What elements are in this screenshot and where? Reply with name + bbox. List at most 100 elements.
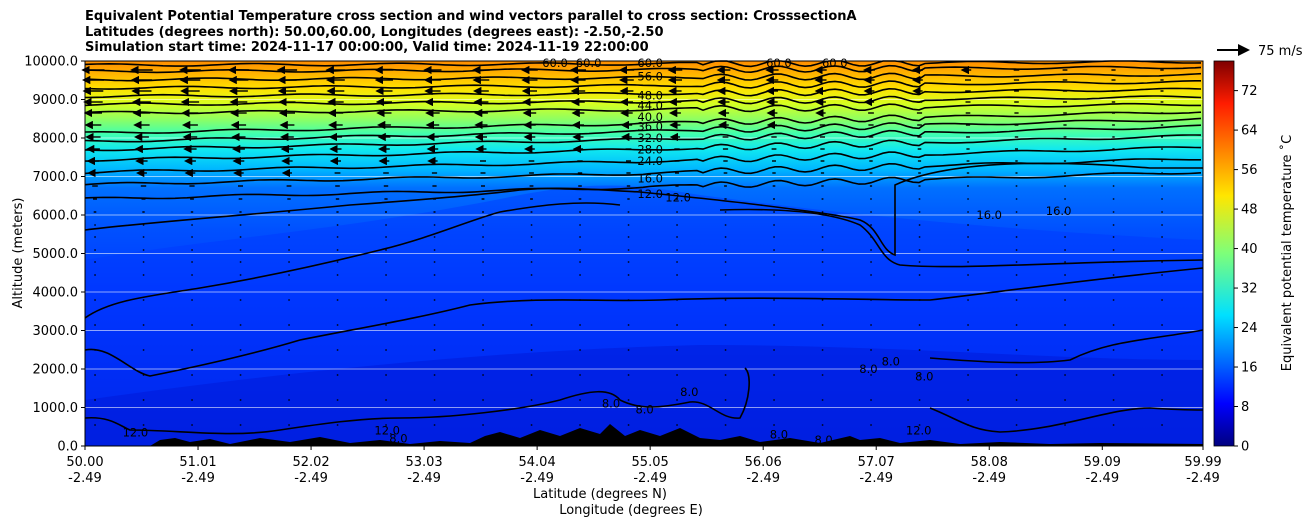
- colorbar-tick-label: 64: [1241, 124, 1258, 139]
- contour-lines: [84, 60, 1204, 435]
- contour-line: [84, 102, 1201, 115]
- contour-line: [84, 95, 1202, 107]
- y-tick-label: 10000.0: [24, 55, 78, 70]
- x-axis-label-1: Latitude (degrees N): [533, 487, 667, 502]
- x-tick-label-lat: 57.07: [858, 455, 895, 470]
- contour-label: 12.0: [123, 426, 149, 440]
- contour-label: 48.0: [637, 89, 663, 103]
- contour-label: 8.0: [915, 370, 933, 384]
- colorbar-tick-label: 24: [1241, 321, 1258, 336]
- contour-label: 8.0: [882, 354, 900, 368]
- colorbar-tick-label: 48: [1241, 203, 1258, 218]
- colorbar-tick-label: 0: [1241, 440, 1249, 455]
- wind-vectors: [81, 65, 1164, 426]
- colorbar-label: Equivalent potential temperature ˚C: [1279, 135, 1295, 371]
- x-tick-label-lat: 51.01: [179, 455, 216, 470]
- x-tick-label-lon: -2.49: [181, 471, 215, 486]
- title-line-2: Latitudes (degrees north): 50.00,60.00, …: [85, 24, 664, 40]
- contour-line: [84, 267, 1204, 377]
- x-axis: 50.00-2.4951.01-2.4952.02-2.4953.03-2.49…: [66, 446, 1222, 486]
- y-tick-label: 4000.0: [33, 286, 79, 301]
- contour-line: [84, 172, 1202, 200]
- contour-line: [84, 162, 1203, 257]
- contour-labels: 60.0 60.0 60.0 60.0 60.056.048.044.040.036.0…: [123, 56, 1072, 447]
- contour-line: [84, 60, 1202, 68]
- contour-label: 8.0: [635, 402, 653, 416]
- contour-label: 16.0: [637, 171, 663, 185]
- y-tick-label: 9000.0: [33, 93, 79, 108]
- colorbar-tick-label: 72: [1241, 84, 1258, 99]
- contour-line: [84, 111, 1202, 134]
- contour-label: 8.0: [602, 397, 620, 411]
- contour-line: [85, 64, 1202, 74]
- x-tick-label-lat: 58.08: [971, 455, 1008, 470]
- contour-label: 60.0: [766, 56, 792, 70]
- contour-line: [84, 124, 1202, 152]
- y-tick-label: 8000.0: [33, 132, 79, 147]
- contour-line: [84, 202, 621, 319]
- contour-line: [719, 208, 1204, 268]
- gridlines: [85, 99, 1203, 408]
- x-tick-label-lon: -2.49: [407, 471, 441, 486]
- x-tick-label-lon: -2.49: [1186, 471, 1220, 486]
- contour-line: [84, 72, 1202, 82]
- title-line-1: Equivalent Potential Temperature cross s…: [85, 9, 857, 24]
- x-tick-label-lat: 55.05: [632, 455, 669, 470]
- x-tick-label-lat: 50.00: [66, 455, 103, 470]
- contour-label: 28.0: [637, 143, 663, 157]
- y-axis: 0.0 1000.0 2000.0 3000.0 4000.0 5000.0 6000.0 7…: [24, 55, 85, 455]
- contour-label: 8.0: [389, 431, 407, 445]
- x-axis-label-2: Longitude (degrees E): [559, 503, 703, 518]
- x-tick-label-lon: -2.49: [746, 471, 780, 486]
- x-tick-label-lon: -2.49: [633, 471, 667, 486]
- y-tick-label: 7000.0: [33, 170, 79, 185]
- x-tick-label-lat: 53.03: [405, 455, 442, 470]
- x-tick-label-lat: 56.06: [745, 455, 782, 470]
- contour-line: [85, 134, 1202, 162]
- terrain: [150, 424, 1203, 446]
- contour-label: 56.0: [637, 69, 663, 83]
- contour-label: 8.0: [859, 362, 877, 376]
- contour-line: [84, 80, 1201, 90]
- contour-label: 60.0: [637, 56, 663, 70]
- contour-line: [84, 146, 1202, 175]
- y-tick-label: 5000.0: [33, 247, 79, 262]
- contour-label: 12.0: [637, 187, 663, 201]
- y-tick-label: 6000.0: [33, 209, 79, 224]
- chart-title: Equivalent Potential Temperature cross s…: [85, 9, 857, 56]
- colorbar-tick-label: 40: [1241, 242, 1258, 257]
- x-tick-label-lon: -2.49: [972, 471, 1006, 486]
- y-tick-label: 2000.0: [33, 363, 79, 378]
- contour-label: 12.0: [374, 424, 400, 438]
- contour-line: [929, 329, 1204, 364]
- x-tick-label-lon: -2.49: [520, 471, 554, 486]
- y-axis-label: Altitude (meters): [11, 198, 26, 309]
- contour-label: 12.0: [906, 424, 932, 438]
- x-tick-label-lat: 52.02: [292, 455, 329, 470]
- colorbar: [1213, 60, 1235, 447]
- x-tick-label-lat: 59.09: [1084, 455, 1121, 470]
- contour-label: 60.0: [576, 56, 602, 70]
- y-tick-label: 0.0: [57, 440, 78, 455]
- wind-key-label: 75 m/s: [1258, 44, 1303, 59]
- contour-label: 8.0: [814, 433, 832, 447]
- contour-label: 8.0: [680, 385, 698, 399]
- colorbar-tick-label: 8: [1241, 400, 1249, 415]
- x-tick-label-lon: -2.49: [294, 471, 328, 486]
- contour-label: 8.0: [770, 427, 788, 441]
- colorbar-tick-label: 56: [1241, 163, 1258, 178]
- contour-label: 16.0: [1046, 204, 1072, 218]
- title-line-3: Simulation start time: 2024-11-17 00:00:…: [85, 40, 649, 55]
- contour-label: 24.0: [637, 154, 663, 168]
- contour-line: [84, 87, 1202, 99]
- cold-core: [85, 345, 1203, 446]
- colorbar-tick-label: 16: [1241, 361, 1258, 376]
- x-tick-label-lon: -2.49: [68, 471, 102, 486]
- y-tick-label: 3000.0: [33, 324, 79, 339]
- contour-line: [84, 367, 750, 435]
- contour-label: 60.0: [822, 56, 848, 70]
- colorbar-tick-label: 32: [1241, 282, 1258, 297]
- contour-label: 16.0: [976, 208, 1002, 222]
- contour-label: 60.0: [542, 56, 568, 70]
